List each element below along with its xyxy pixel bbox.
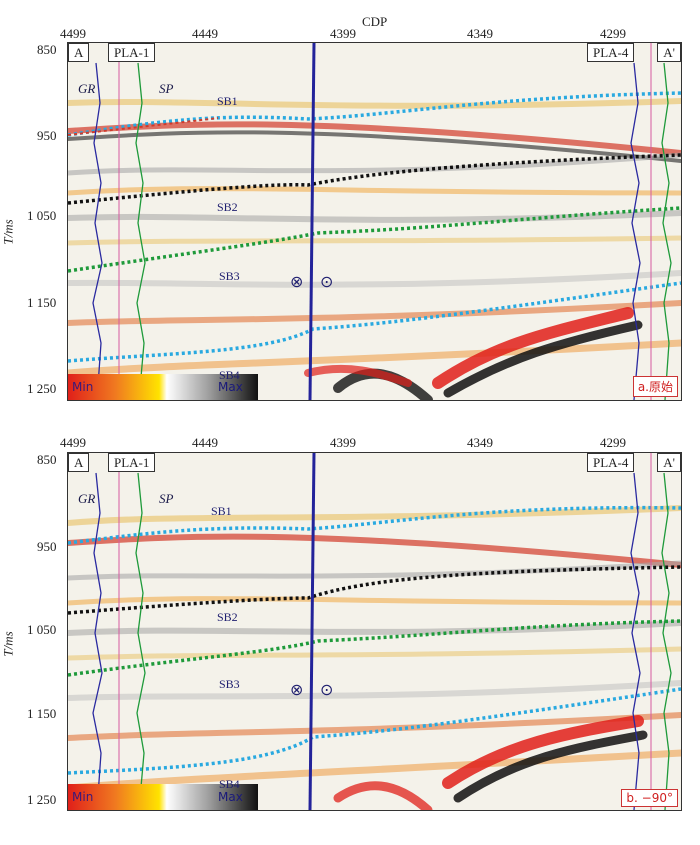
fault-line	[308, 453, 316, 810]
colorbar-min-label: Min	[72, 790, 94, 804]
panel-tag: b. −90°	[621, 789, 678, 807]
cdp-tick: 4449	[192, 26, 218, 41]
panel-tag: a.原始	[632, 376, 678, 397]
horizon-label-sb1: SB1	[217, 94, 238, 108]
colorbar-max-label: Max	[218, 790, 243, 804]
well-logs-left	[92, 453, 146, 810]
label-a-prime: A'	[657, 43, 681, 62]
fault-out-of-page-icon: ⊙	[320, 274, 334, 291]
horizon-label-sb1: SB1	[211, 504, 232, 518]
fault-into-page-icon: ⊗	[290, 274, 304, 291]
y-axis-title: T/ms	[0, 219, 16, 245]
time-tick: 1 150	[27, 295, 57, 310]
horizon-label-sb3: SB3	[219, 269, 240, 283]
well-logs-left	[92, 43, 146, 400]
reflection-layers	[68, 98, 681, 400]
well-logs-right	[630, 43, 672, 400]
colorbar	[68, 784, 258, 810]
time-tick: 950	[37, 539, 57, 554]
label-a: A	[68, 453, 90, 472]
horizon-sb1	[68, 91, 681, 137]
seismic-panel-original: A PLA-1 PLA-4 A' GR SP SB1 SB2 SB3 SB4 ⊗…	[67, 42, 682, 401]
horizon-sb4	[68, 687, 681, 775]
fault-line	[308, 43, 316, 400]
fault-into-page-icon: ⊗	[290, 682, 304, 699]
horizon-sb4	[68, 281, 681, 363]
horizon-label-sb2: SB2	[217, 200, 238, 214]
label-a-prime: A'	[657, 453, 681, 472]
horizon-label-sb3: SB3	[219, 677, 240, 691]
cdp-tick: 4299	[600, 435, 626, 450]
horizon-sb3	[68, 619, 681, 677]
time-tick: 1 250	[27, 792, 57, 807]
horizon-sb3	[68, 206, 681, 273]
well-label-pla1: PLA-1	[108, 453, 156, 472]
well-logs-right	[630, 453, 672, 810]
reflection-layers	[68, 505, 681, 810]
horizon-label-sb2: SB2	[217, 610, 238, 624]
horizon-label-sb4: SB4	[219, 368, 240, 382]
horizon-red-top	[68, 117, 219, 136]
colorbar	[68, 374, 258, 400]
cdp-tick: 4499	[60, 26, 86, 41]
horizon-sb2	[68, 565, 681, 615]
well-label-pla4: PLA-4	[587, 43, 635, 62]
colorbar-labels: Min Max	[68, 374, 258, 400]
cdp-axis-title: CDP	[362, 14, 388, 29]
cdp-tick: 4449	[192, 435, 218, 450]
horizon-sb2	[68, 153, 681, 205]
seismic-section-svg	[68, 43, 681, 400]
time-tick: 850	[37, 452, 57, 467]
fault-out-of-page-icon: ⊙	[320, 682, 334, 699]
time-tick: 1 150	[27, 706, 57, 721]
cdp-tick: 4299	[600, 26, 626, 41]
time-tick: 1 050	[27, 208, 57, 223]
colorbar-max-label: Max	[218, 380, 243, 394]
colorbar-labels: Min Max	[68, 784, 258, 810]
cdp-tick: 4349	[467, 26, 493, 41]
time-tick: 1 250	[27, 381, 57, 396]
horizon-sb1	[68, 505, 681, 545]
log-label-gr: GR	[78, 81, 96, 96]
time-tick: 1 050	[27, 622, 57, 637]
horizon-lines	[68, 505, 681, 775]
time-tick: 850	[37, 42, 57, 57]
cdp-tick: 4499	[60, 435, 86, 450]
seismic-section-svg	[68, 453, 681, 810]
cdp-tick: 4399	[330, 435, 356, 450]
well-label-pla1: PLA-1	[108, 43, 156, 62]
seismic-panel-minus90: A PLA-1 PLA-4 A' GR SP SB1 SB2 SB3 SB4 ⊗…	[67, 452, 682, 811]
log-label-gr: GR	[78, 491, 96, 506]
time-tick: 950	[37, 128, 57, 143]
log-label-sp: SP	[159, 491, 174, 506]
y-axis-title: T/ms	[0, 631, 16, 657]
cdp-tick: 4399	[330, 26, 356, 41]
colorbar-min-label: Min	[72, 380, 94, 394]
cdp-tick: 4349	[467, 435, 493, 450]
well-label-pla4: PLA-4	[587, 453, 635, 472]
label-a: A	[68, 43, 90, 62]
horizon-label-sb4: SB4	[219, 777, 240, 791]
log-label-sp: SP	[159, 81, 174, 96]
horizon-lines	[68, 91, 681, 363]
